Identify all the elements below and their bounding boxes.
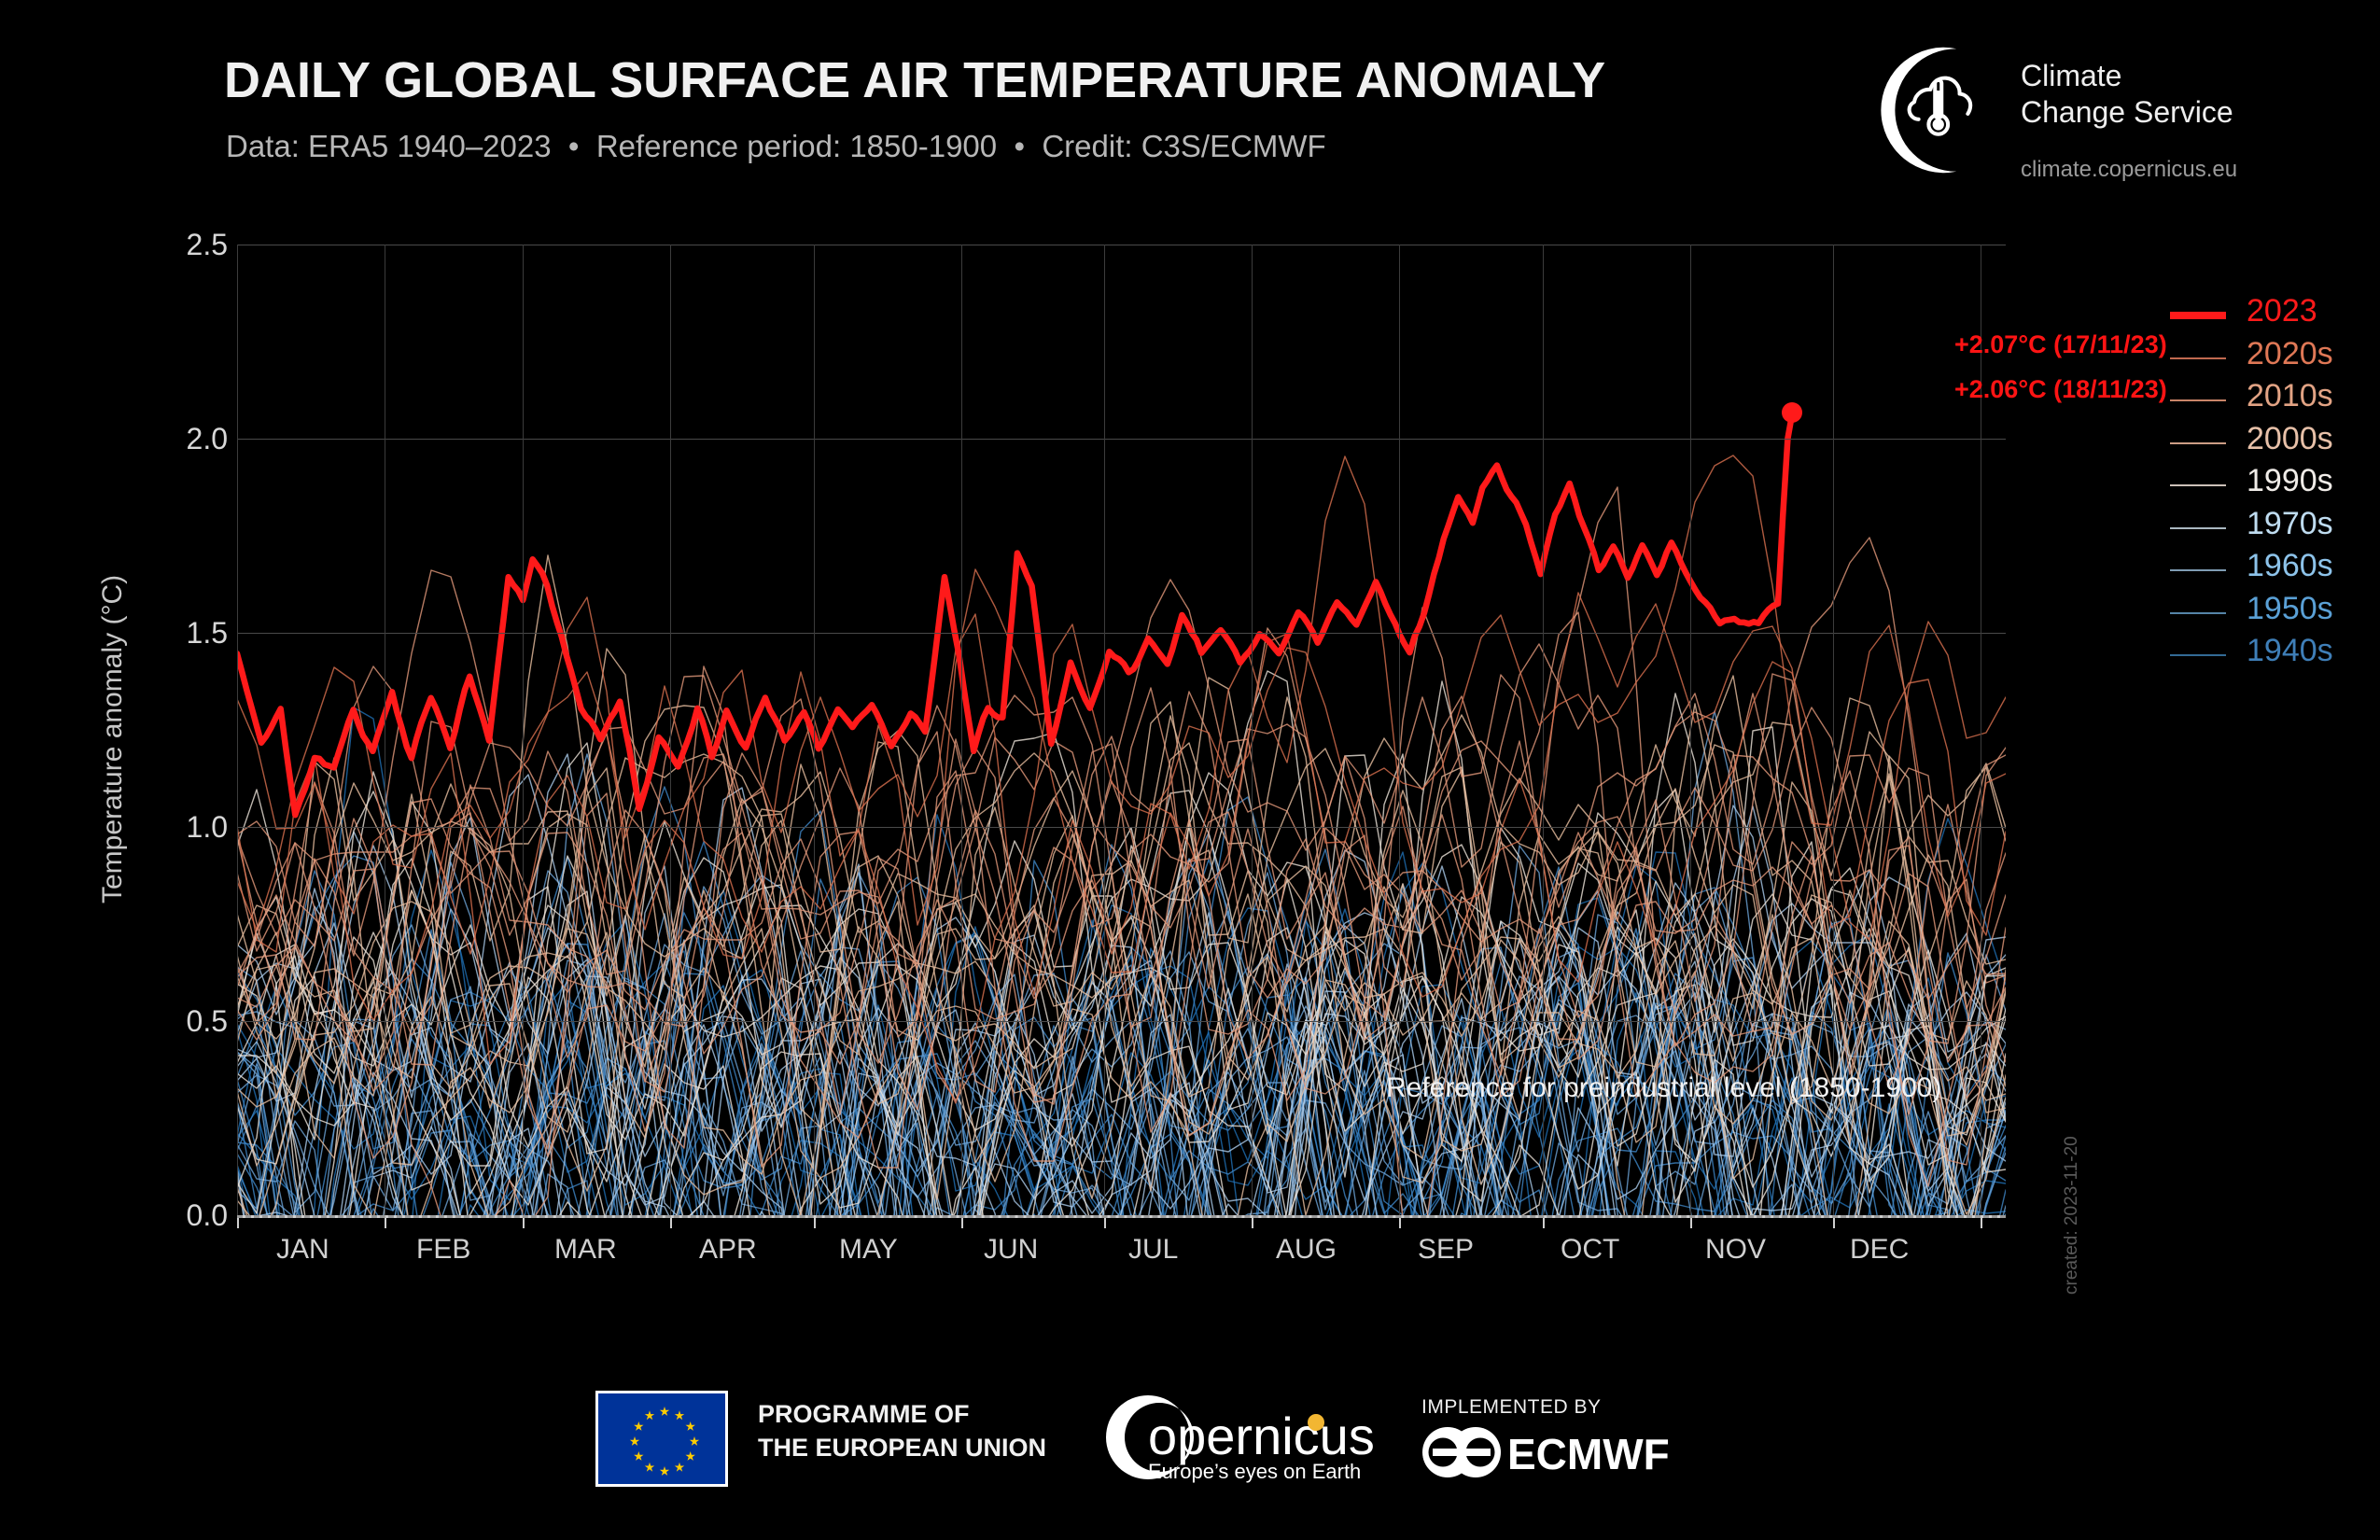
- svg-text:opernicus: opernicus: [1148, 1407, 1375, 1465]
- svg-text:ECMWF: ECMWF: [1507, 1430, 1670, 1478]
